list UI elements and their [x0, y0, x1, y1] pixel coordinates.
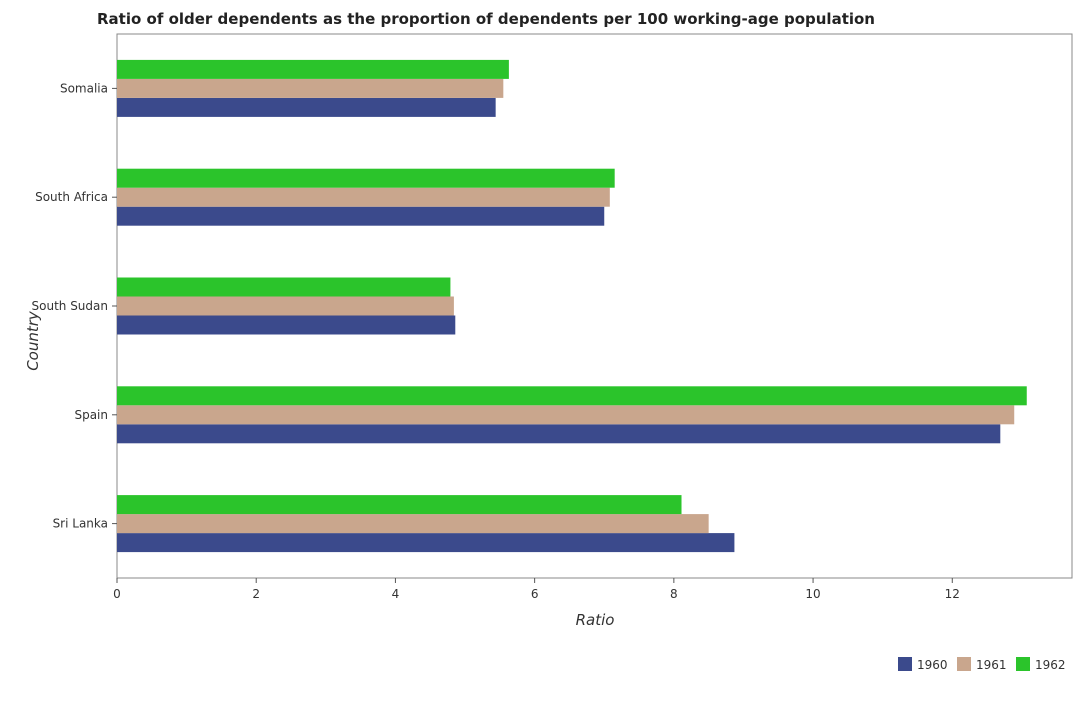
bar-1962-somalia: [117, 59, 509, 79]
x-tick-label: 4: [392, 587, 400, 601]
x-tick-label: 6: [531, 587, 539, 601]
y-axis-label: Country: [24, 310, 42, 371]
legend: 1960 1961 1962: [898, 657, 1066, 672]
bar-1960-somalia: [117, 97, 496, 117]
bar-1960-spain: [117, 424, 1001, 444]
bar-1960-south-africa: [117, 206, 605, 226]
bar-1961-south-africa: [117, 187, 610, 207]
y-tick-label: South Sudan: [32, 299, 109, 313]
x-tick-label: 0: [113, 587, 121, 601]
legend-label-1962: 1962: [1035, 658, 1066, 672]
bar-1961-somalia: [117, 78, 504, 98]
legend-swatch-1960: [898, 657, 912, 671]
x-axis-label: Ratio: [576, 611, 615, 629]
legend-swatch-1962: [1016, 657, 1030, 671]
x-tick-label: 8: [670, 587, 678, 601]
x-tick-label: 12: [945, 587, 960, 601]
x-tick-label: 2: [252, 587, 260, 601]
bar-1961-sri-lanka: [117, 514, 709, 534]
y-tick-label: South Africa: [35, 190, 108, 204]
y-tick-label: Spain: [74, 408, 108, 422]
bar-1960-south-sudan: [117, 315, 456, 335]
y-tick-label: Sri Lanka: [53, 517, 108, 531]
bar-1962-sri-lanka: [117, 495, 682, 515]
bar-1962-south-sudan: [117, 277, 451, 297]
chart-title: Ratio of older dependents as the proport…: [97, 10, 875, 28]
bar-1961-south-sudan: [117, 296, 454, 316]
bar-1960-sri-lanka: [117, 533, 735, 553]
x-tick-label: 10: [805, 587, 820, 601]
plot-area: Somalia South Africa South Sudan Spain Sri L…: [32, 33, 1073, 601]
y-tick-label: Somalia: [60, 81, 108, 95]
bar-1961-spain: [117, 405, 1015, 425]
legend-label-1960: 1960: [917, 658, 948, 672]
legend-swatch-1961: [957, 657, 971, 671]
bar-1962-south-africa: [117, 168, 615, 188]
bar-1962-spain: [117, 386, 1027, 406]
legend-label-1961: 1961: [976, 658, 1007, 672]
